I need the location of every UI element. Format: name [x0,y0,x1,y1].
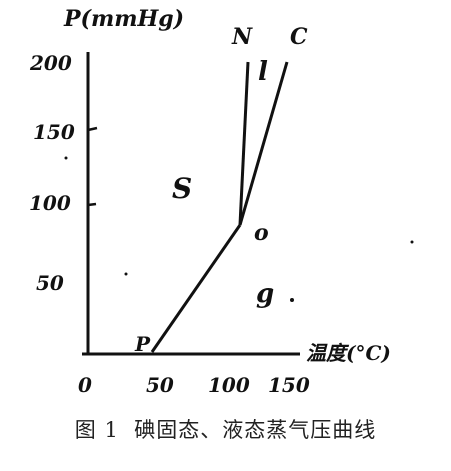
y-tick-label: 50 [36,271,64,295]
scan-dot [410,240,414,244]
sublimation-curve [150,224,242,353]
scan-dot [124,272,128,276]
y-tick-mark-150 [87,126,98,132]
scan-dot [290,298,294,302]
region-label-liquid: l [258,57,268,87]
scan-dot [64,156,68,160]
y-tick-label: 150 [33,120,75,144]
x-tick-label: 50 [146,373,174,397]
point-label-p: P [134,332,151,356]
figure-caption: 图 1 碘固态、液态蒸气压曲线 [0,414,451,444]
x-tick-label: 100 [208,373,250,397]
point-label-c: C [290,24,308,50]
x-tick-label: 0 [78,373,92,397]
caption-label: 图 1 [74,418,119,442]
y-tick-label: 100 [29,191,71,215]
phase-diagram-svg: P(mmHg) 温度(°C) 200 150 100 50 0 50 100 1… [29,6,414,397]
triple-point-label: o [254,220,269,246]
caption-text: 碘固态、液态蒸气压曲线 [134,418,377,442]
c-line [238,61,289,226]
y-tick-label: 200 [29,51,72,75]
x-tick-label: 150 [268,373,310,397]
x-axis-label: 温度(°C) [306,341,391,365]
n-line [238,61,250,226]
y-tick-mark-100 [87,202,97,207]
point-label-n: N [231,24,253,50]
region-label-gas: g [256,279,274,309]
y-axis-label: P(mmHg) [63,6,184,32]
region-label-solid: S [172,172,192,205]
